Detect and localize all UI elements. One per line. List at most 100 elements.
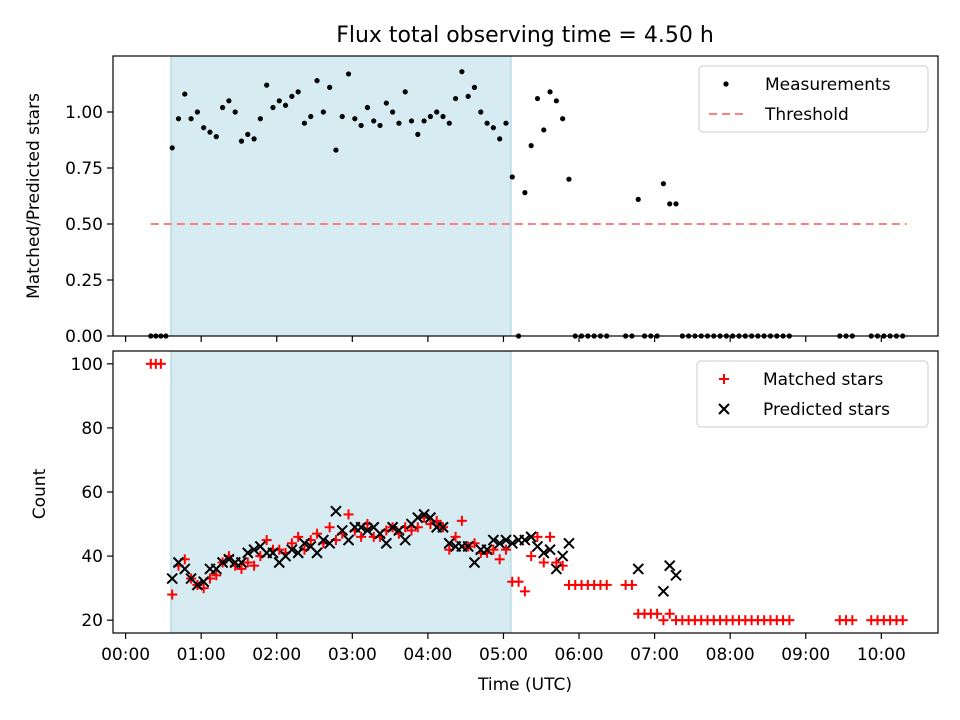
matched-star-point (324, 522, 335, 533)
measurement-point (434, 109, 440, 115)
matched-star-point (236, 563, 247, 574)
matched-star-point (784, 615, 795, 626)
predicted-star-point (179, 563, 191, 575)
predicted-star-point (166, 572, 178, 585)
predicted-star-point (317, 534, 330, 546)
measurement-point (295, 89, 301, 95)
predicted-star-point (443, 537, 456, 549)
matched-star-point (664, 608, 675, 619)
predicted-star-b (374, 527, 386, 540)
predicted-star-b (380, 537, 393, 549)
measurement-point (194, 109, 200, 115)
matched-star-point (211, 570, 222, 581)
matched-star-point (519, 586, 530, 597)
measurement-point (427, 113, 434, 120)
predicted-star-point (412, 511, 424, 524)
predicted-star-point (468, 556, 481, 569)
x-axis-label: Time (UTC) (477, 675, 572, 695)
predicted-star-b (368, 521, 380, 533)
matched-star-point (551, 557, 562, 568)
measurement-point (497, 136, 503, 142)
predicted-star-point (380, 537, 393, 549)
predicted-star-b (519, 534, 531, 546)
measurement-point (182, 91, 188, 97)
predicted-star-b (361, 524, 374, 537)
measurement-point (383, 100, 389, 106)
predicted-star-b (172, 556, 185, 569)
predicted-star-b (481, 543, 493, 556)
predicted-star-b (248, 543, 260, 556)
measurement-point (528, 143, 534, 149)
matched-star-point (406, 525, 417, 536)
count-y-tick-label: 20 (81, 611, 103, 631)
measurement-point (358, 122, 364, 129)
measurement-point (364, 104, 371, 111)
predicted-star-b (468, 556, 481, 569)
measurement-point (188, 116, 194, 122)
predicted-star-b (657, 585, 670, 598)
predicted-star-point (481, 543, 493, 556)
measurement-point (509, 174, 515, 180)
measurement-point (308, 113, 314, 120)
measurement-point (446, 120, 452, 126)
predicted-star-b (399, 534, 411, 546)
predicted-star-b (563, 537, 575, 549)
predicted-star-b (317, 534, 330, 546)
predicted-star-b (311, 547, 323, 559)
predicted-star-b (670, 569, 682, 582)
measurement-point (541, 127, 547, 133)
ratio-legend-label: Measurements (765, 75, 891, 95)
predicted-star-point (462, 540, 474, 553)
chart-title: Flux total observing time = 4.50 h (336, 23, 714, 48)
predicted-star-b (393, 524, 405, 537)
predicted-star-point (657, 585, 670, 598)
x-tick-label: 07:00 (630, 645, 679, 665)
predicted-star-point (506, 537, 518, 549)
predicted-star-b (664, 559, 676, 572)
ratio-y-tick-label: 0.25 (65, 271, 103, 291)
predicted-star-point (298, 537, 311, 549)
matched-star-point (513, 576, 524, 587)
ratio-y-tick-label: 1.00 (65, 103, 103, 123)
bottom-y-axis-label: Count (30, 468, 50, 519)
matched-star-point (652, 608, 663, 619)
measurement-point (402, 89, 408, 95)
count-legend-box (696, 360, 929, 428)
x-tick-label: 09:00 (781, 645, 830, 665)
predicted-star-b (437, 521, 449, 533)
count-axes-frame (112, 350, 939, 634)
predicted-star-point (191, 579, 204, 591)
matched-star-point (312, 528, 323, 539)
predicted-star-b (242, 547, 254, 559)
x-tick-label: 10:00 (857, 645, 906, 665)
matched-star-point (356, 531, 367, 542)
matched-star-point (538, 557, 549, 568)
predicted-star-point (437, 521, 449, 533)
predicted-star-b (487, 534, 500, 546)
predicted-star-point (197, 576, 210, 588)
predicted-star-point (248, 543, 260, 556)
top-y-axis-label: Matched/Predicted stars (24, 93, 44, 299)
predicted-star-point (632, 563, 644, 575)
measurement-point (560, 116, 566, 122)
predicted-star-point (563, 537, 575, 549)
predicted-star-point (336, 524, 348, 537)
count-y-tick-label: 60 (81, 483, 103, 503)
measurement-point (327, 84, 333, 90)
measurement-point (490, 125, 496, 131)
predicted-star-point (493, 537, 506, 549)
matched-star-point (343, 509, 354, 520)
predicted-star-point (235, 556, 248, 569)
predicted-star-point (550, 563, 563, 575)
predicted-star-point (519, 534, 531, 546)
measurement-point (440, 113, 446, 120)
predicted-star-point (330, 505, 342, 517)
matched-star-point (847, 615, 858, 626)
measurement-point (660, 181, 667, 187)
predicted-star-b (330, 505, 342, 517)
measurement-point (207, 129, 213, 135)
x-tick-label: 06:00 (555, 645, 604, 665)
count-legend-label: Matched stars (763, 370, 883, 390)
predicted-star-point (393, 524, 405, 537)
ratio-y-tick-label: 0.50 (65, 215, 103, 235)
